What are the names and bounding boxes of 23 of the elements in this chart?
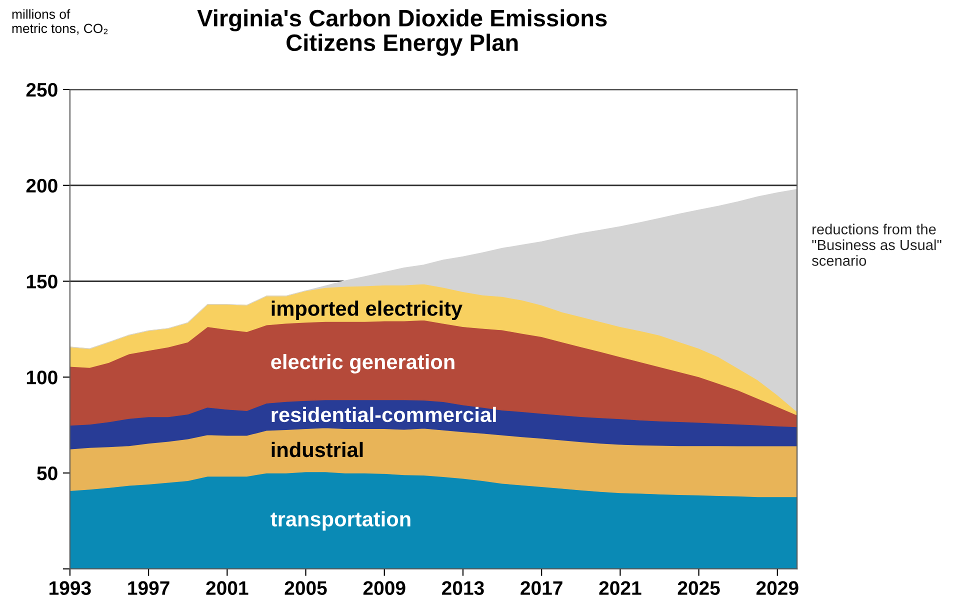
y-tick-label: 200: [26, 178, 58, 193]
x-tick-label: 2009: [363, 581, 406, 595]
x-tick-label: 2025: [678, 581, 720, 595]
x-tick-label: 2013: [442, 581, 484, 595]
y-tick-label: 250: [26, 82, 58, 97]
x-tick-label: 2021: [599, 581, 642, 595]
series-label: reductions from the "Business as Usual" scenario: [812, 224, 942, 266]
y-axis-title: millions of metric tons, CO₂: [12, 9, 108, 35]
y-tick-label: 100: [26, 370, 58, 384]
x-tick-label: 2017: [520, 581, 562, 595]
series-label: residential-commercial: [272, 406, 496, 422]
y-tick-label: 50: [37, 466, 58, 480]
series-label: imported electricity: [272, 300, 462, 320]
x-tick-label: 2029: [756, 581, 798, 595]
chart-subtitle: Citizens Energy Plan: [286, 34, 518, 56]
series-label: industrial: [272, 442, 363, 458]
x-tick-label: 2005: [284, 581, 327, 595]
x-tick-label: 1993: [50, 581, 91, 595]
y-tick-label: 150: [26, 274, 58, 288]
series-label: electric generation: [271, 354, 454, 374]
x-tick-label: 2001: [206, 581, 248, 595]
x-tick-label: 1997: [128, 581, 170, 595]
chart-title: Virginia's Carbon Dioxide Emissions: [197, 9, 607, 32]
